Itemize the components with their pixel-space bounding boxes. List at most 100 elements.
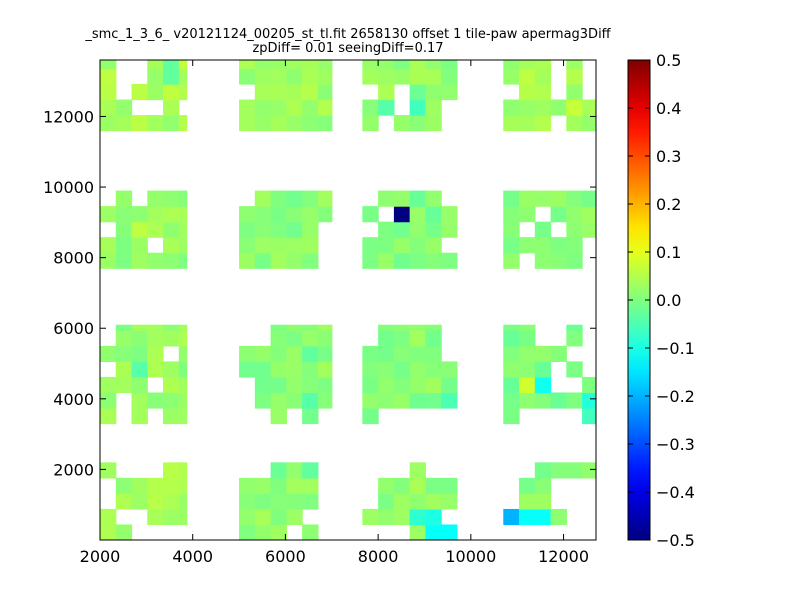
heatmap-cell <box>163 221 180 238</box>
y-tick-label: 4000 <box>53 390 94 409</box>
heatmap-cell <box>131 115 148 132</box>
heatmap-cell <box>178 84 188 101</box>
heatmap-cell <box>302 408 319 425</box>
heatmap-cell <box>393 477 411 495</box>
heatmap-cell <box>378 68 395 85</box>
heatmap-cell <box>503 376 520 394</box>
x-tick-label: 2000 <box>80 547 121 566</box>
heatmap-cell <box>178 392 188 409</box>
heatmap-cell <box>100 462 117 479</box>
heatmap-cell <box>425 115 442 132</box>
colorbar-gradient <box>628 60 650 540</box>
heatmap-cell <box>409 60 427 70</box>
heatmap-cell <box>503 392 520 409</box>
heatmap-cell <box>178 408 188 425</box>
heatmap-cell <box>425 84 442 101</box>
heatmap-cell <box>425 330 442 347</box>
heatmap-cell <box>163 330 180 347</box>
heatmap-cell <box>302 324 319 331</box>
heatmap-cell <box>254 252 272 269</box>
heatmap-cell <box>131 361 148 378</box>
heatmap-cell <box>519 392 536 409</box>
heatmap-cell <box>317 324 333 331</box>
heatmap-cell <box>100 376 117 394</box>
heatmap-cell <box>131 206 148 223</box>
heatmap-cell <box>286 462 303 479</box>
heatmap-cell <box>519 206 536 223</box>
heatmap-cell <box>378 330 395 347</box>
x-tick-label: 4000 <box>172 547 213 566</box>
heatmap-cell <box>393 221 411 238</box>
colorbar-tick-label: 0.0 <box>656 291 681 310</box>
heatmap-cell <box>566 324 583 331</box>
heatmap-cell <box>317 84 333 101</box>
heatmap-cell <box>163 252 180 269</box>
heatmap-cell <box>254 508 272 526</box>
heatmap-cell <box>147 345 164 363</box>
heatmap-cell <box>302 84 319 101</box>
heatmap-cell <box>131 376 148 394</box>
heatmap-cell <box>178 252 188 269</box>
heatmap-cell <box>115 524 133 540</box>
heatmap-cell <box>393 115 411 132</box>
heatmap-cell <box>441 60 458 70</box>
heatmap-cell <box>441 84 458 101</box>
heatmap-cell <box>178 330 188 347</box>
heatmap-cell <box>270 252 287 269</box>
heatmap-cell <box>534 392 552 409</box>
heatmap-cell <box>163 477 180 495</box>
heatmap-cell <box>519 345 536 363</box>
heatmap-cell <box>239 99 256 116</box>
heatmap-cell <box>286 392 303 409</box>
heatmap-cell <box>239 237 256 254</box>
heatmap-cell <box>519 60 536 70</box>
heatmap-cell <box>566 392 583 409</box>
heatmap-cell <box>378 221 395 238</box>
heatmap-cell <box>147 84 164 101</box>
heatmap-cell <box>425 508 442 526</box>
heatmap-cell <box>393 361 411 378</box>
heatmap-cell <box>362 392 379 409</box>
heatmap-cell <box>550 462 567 479</box>
heatmap-cell <box>409 330 427 347</box>
heatmap-cell <box>534 493 552 510</box>
colorbar-ticks: −0.5 −0.4 −0.3 −0.2 −0.1 0.0 0.1 0.2 0.3 0.4 0.5 <box>628 51 695 550</box>
heatmap-cell <box>239 252 256 269</box>
heatmap-cell <box>566 361 583 378</box>
colorbar-tick-label: 0.1 <box>656 243 681 262</box>
heatmap-cell <box>409 345 427 363</box>
heatmap-cell <box>270 361 287 378</box>
heatmap-cell <box>409 477 427 495</box>
heatmap-cell <box>286 324 303 331</box>
heatmap-cell <box>519 508 536 526</box>
heatmap-cells <box>100 60 596 540</box>
heatmap-cell <box>286 190 303 207</box>
heatmap-cell <box>441 477 458 495</box>
heatmap-cell <box>163 462 180 479</box>
heatmap-cell <box>131 84 148 101</box>
heatmap-cell <box>286 508 303 526</box>
heatmap-cell <box>115 99 133 116</box>
heatmap-cell <box>550 345 567 363</box>
heatmap-cell <box>115 190 133 207</box>
heatmap-cell <box>239 524 256 540</box>
heatmap-cell <box>378 493 395 510</box>
heatmap-cell <box>270 99 287 116</box>
heatmap-cell <box>425 477 442 495</box>
heatmap-cell <box>362 408 379 425</box>
heatmap-cell <box>178 68 188 85</box>
heatmap-cell <box>409 237 427 254</box>
heatmap-cell <box>409 508 427 526</box>
heatmap-cell <box>534 115 552 132</box>
heatmap-cell <box>131 330 148 347</box>
heatmap-cell <box>178 324 188 331</box>
heatmap-cell <box>441 206 458 223</box>
heatmap-cell <box>254 190 272 207</box>
heatmap-cell <box>286 361 303 378</box>
heatmap-cell <box>163 60 180 70</box>
heatmap-cell <box>317 361 333 378</box>
heatmap-cell <box>100 68 117 85</box>
heatmap-cell <box>178 462 188 479</box>
heatmap-cell <box>270 221 287 238</box>
colorbar-tick-label: −0.2 <box>656 387 695 406</box>
